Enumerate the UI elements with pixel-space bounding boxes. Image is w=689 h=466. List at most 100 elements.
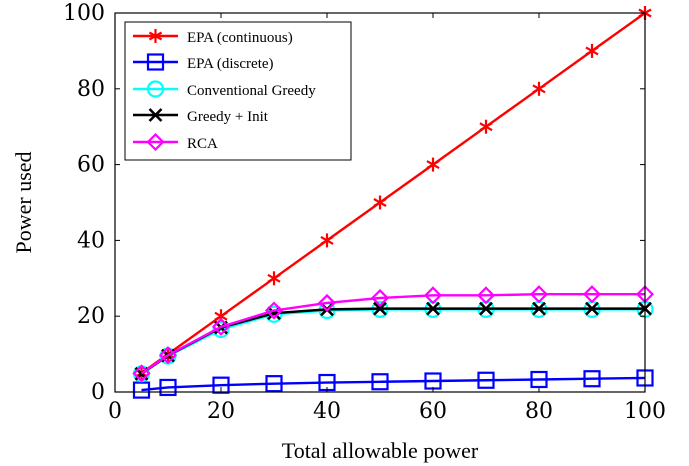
asterisk-marker — [320, 233, 334, 248]
legend-label: Greedy + Init — [187, 109, 269, 125]
y-axis-ticks: 0 20 40 60 80 100 — [63, 1, 645, 405]
marker-shape — [212, 320, 230, 339]
marker-stroke — [426, 160, 440, 170]
x-tick-label: 20 — [207, 399, 235, 424]
x-marker — [585, 301, 599, 316]
marker-shape — [146, 53, 165, 71]
marker-shape — [132, 364, 151, 383]
legend-swatch — [133, 132, 178, 152]
y-tick-label: 100 — [63, 1, 105, 26]
marker-stroke — [585, 46, 599, 56]
legend-label: RCA — [187, 136, 218, 152]
x-tick-label: 40 — [313, 399, 341, 424]
asterisk-marker — [373, 195, 387, 210]
marker-stroke — [532, 301, 546, 316]
legend-swatch — [133, 53, 178, 71]
legend-label: EPA (discrete) — [187, 56, 274, 72]
marker-stroke — [479, 122, 493, 132]
marker-shape — [370, 288, 390, 308]
x-tick-label: 0 — [108, 399, 122, 424]
diamond-marker — [476, 286, 496, 305]
y-tick-label: 0 — [91, 380, 105, 405]
x-marker — [426, 301, 440, 316]
asterisk-marker — [426, 157, 440, 172]
series-line — [140, 293, 645, 375]
diamond-marker — [423, 286, 443, 305]
legend: EPA (continuous) EPA (discrete) Conventi… — [124, 21, 352, 161]
marker-shape — [212, 376, 230, 394]
x-tick-label: 60 — [419, 399, 447, 424]
marker-shape — [264, 301, 284, 320]
diamond-marker — [264, 301, 284, 320]
marker-stroke — [214, 311, 228, 321]
marker-shape — [477, 371, 495, 389]
marker-shape — [211, 317, 231, 336]
y-tick-label: 80 — [77, 77, 105, 102]
diamond-marker — [158, 346, 178, 365]
marker-stroke — [148, 31, 163, 41]
legend-label: EPA (continuous) — [187, 30, 293, 46]
y-tick-label: 40 — [77, 228, 105, 253]
x-marker — [532, 301, 546, 316]
series-3 — [134, 301, 652, 381]
legend-entry-rca: RCA — [133, 132, 218, 152]
marker-stroke — [479, 301, 493, 316]
circle-marker — [146, 80, 165, 98]
legend-swatch — [133, 29, 178, 43]
marker-shape — [158, 346, 178, 365]
marker-shape — [146, 132, 165, 152]
marker-shape — [530, 370, 548, 389]
x-axis-ticks: 0 20 40 60 80 100 — [108, 13, 666, 424]
marker-stroke — [532, 84, 546, 94]
square-marker — [530, 370, 548, 389]
series-2 — [132, 300, 654, 383]
marker-shape — [371, 373, 389, 391]
marker-stroke — [373, 198, 387, 207]
legend-swatch — [133, 80, 178, 98]
diamond-marker — [370, 288, 390, 308]
plot-marks — [132, 6, 655, 399]
legend-entry-epa-discrete: EPA (discrete) — [133, 53, 274, 72]
marker-stroke — [148, 108, 163, 122]
marker-shape — [423, 286, 443, 305]
square-marker — [265, 375, 283, 393]
x-marker — [479, 301, 493, 316]
plot-frame — [114, 12, 646, 393]
marker-stroke — [426, 301, 440, 316]
asterisk-marker — [532, 81, 546, 96]
x-marker — [373, 301, 387, 316]
y-tick-label: 20 — [77, 304, 105, 329]
square-marker — [146, 53, 165, 71]
square-marker — [132, 381, 151, 399]
x-axis-label: Total allowable power — [282, 438, 479, 463]
legend-entry-conventional-greedy: Conventional Greedy — [133, 80, 316, 99]
y-axis-label: Power used — [11, 151, 36, 253]
diamond-marker — [146, 132, 165, 152]
marker-stroke — [373, 301, 387, 316]
square-marker — [212, 376, 230, 394]
series-1 — [132, 369, 654, 399]
square-marker — [477, 371, 495, 389]
marker-stroke — [585, 301, 599, 316]
marker-shape — [265, 375, 283, 393]
marker-shape — [476, 286, 496, 305]
x-marker — [148, 108, 163, 122]
legend-label: Conventional Greedy — [187, 83, 316, 99]
legend-entry-epa-continuous: EPA (continuous) — [133, 29, 293, 46]
marker-shape — [159, 378, 177, 397]
x-tick-label: 100 — [624, 399, 666, 424]
marker-shape — [146, 80, 165, 98]
series-line — [141, 376, 646, 392]
y-tick-label: 60 — [77, 153, 105, 178]
diamond-marker — [317, 293, 337, 312]
marker-shape — [582, 285, 602, 304]
asterisk-marker — [148, 29, 163, 43]
circle-marker — [212, 320, 230, 339]
marker-shape — [317, 293, 337, 312]
square-marker — [159, 378, 177, 397]
asterisk-marker — [585, 43, 599, 58]
legend-swatch — [133, 108, 178, 122]
asterisk-marker — [267, 271, 281, 286]
legend-entry-greedy-init: Greedy + Init — [133, 108, 269, 125]
